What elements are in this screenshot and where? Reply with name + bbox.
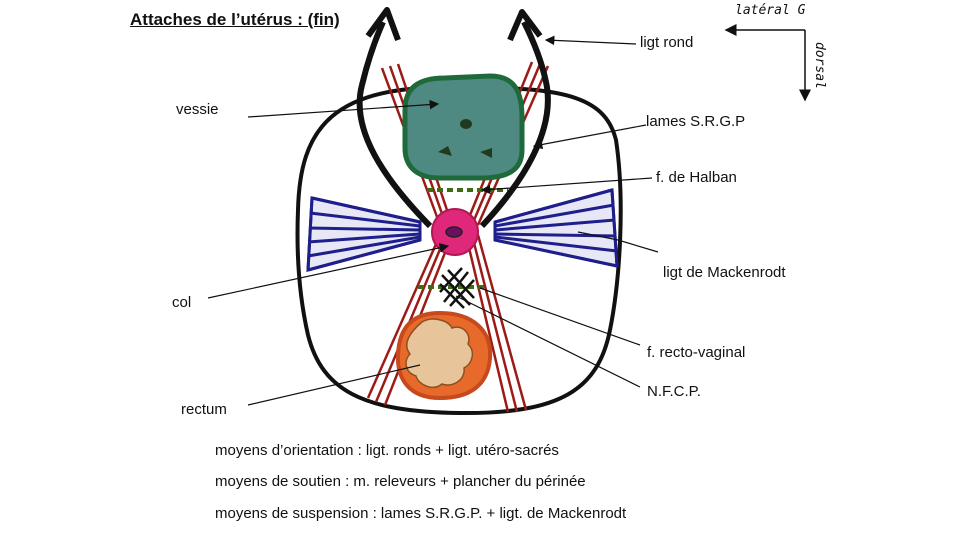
- label-vessie: vessie: [176, 101, 219, 118]
- label-rectum: rectum: [181, 401, 227, 418]
- mackenrodt-ligament-left: [306, 196, 422, 272]
- orientation-lateral-label: latéral G: [735, 3, 806, 18]
- round-ligament-right: [479, 9, 551, 229]
- label-lames-srgp: lames S.R.G.P: [646, 113, 746, 130]
- bladder: [402, 73, 525, 181]
- round-ligament-left: [356, 7, 433, 229]
- page-title: Attaches de l’utérus : (fin): [130, 10, 340, 29]
- label-nfcp: N.F.C.P.: [647, 383, 701, 400]
- pelvis-outline: [295, 85, 623, 416]
- note-suspension: moyens de suspension : lames S.R.G.P. + …: [215, 505, 627, 522]
- note-orientation: moyens d’orientation : ligt. ronds + lig…: [215, 442, 559, 459]
- label-recto-vaginal: f. recto-vaginal: [647, 344, 746, 361]
- label-halban: f. de Halban: [656, 169, 737, 186]
- label-mackenrodt: ligt de Mackenrodt: [663, 264, 786, 281]
- leader-lines: [207, 35, 659, 406]
- note-soutien: moyens de soutien : m. releveurs + planc…: [215, 473, 586, 490]
- rectum: [395, 310, 493, 401]
- orientation-dorsal-label: dorsal: [812, 42, 827, 89]
- label-col: col: [172, 294, 192, 311]
- label-ligt-rond: ligt rond: [640, 34, 694, 51]
- mackenrodt-ligament-right: [493, 188, 619, 268]
- orientation-arrows: [724, 24, 811, 102]
